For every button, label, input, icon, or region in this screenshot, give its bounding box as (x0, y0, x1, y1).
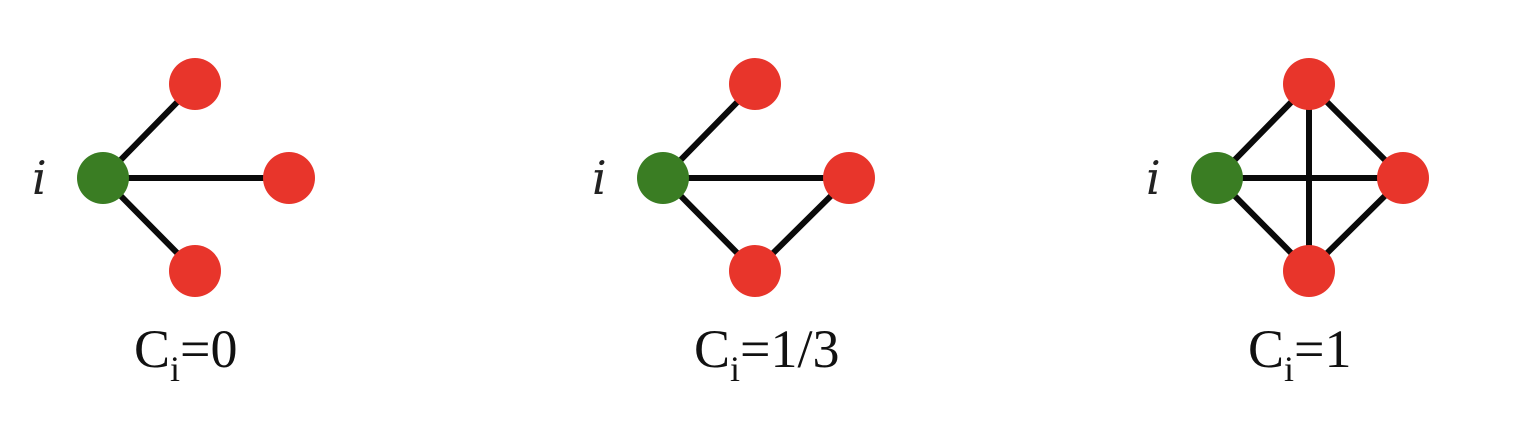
caption-value: =1 (1294, 319, 1351, 379)
caption-subscript: i (170, 349, 180, 389)
graph-complete: i Ci=1 (1146, 58, 1429, 389)
center-node-label: i (1146, 151, 1161, 205)
graph-one-triangle: i Ci=1/3 (592, 58, 875, 389)
center-node-label: i (592, 151, 607, 205)
graph-edges (660, 81, 852, 274)
neighbor-node-bottom (169, 245, 221, 297)
neighbor-node-right (1377, 152, 1429, 204)
graph-nodes (77, 58, 315, 297)
caption-subscript: i (1284, 349, 1294, 389)
neighbor-node-top (729, 58, 781, 110)
clustering-caption: Ci=1 (1248, 319, 1352, 389)
neighbor-node-right (823, 152, 875, 204)
graph-star: i Ci=0 (32, 58, 315, 389)
caption-c: C (694, 319, 730, 379)
graph-nodes (1191, 58, 1429, 297)
graph-nodes (637, 58, 875, 297)
neighbor-node-bottom (1283, 245, 1335, 297)
neighbor-node-top (169, 58, 221, 110)
caption-value: =1/3 (740, 319, 839, 379)
center-node-label: i (32, 151, 47, 205)
caption-subscript: i (730, 349, 740, 389)
clustering-caption: Ci=1/3 (694, 319, 840, 389)
caption-value: =0 (180, 319, 237, 379)
caption-c: C (1248, 319, 1284, 379)
graph-edges (100, 81, 292, 274)
center-node (637, 152, 689, 204)
neighbor-node-top (1283, 58, 1335, 110)
neighbor-node-bottom (729, 245, 781, 297)
center-node (1191, 152, 1243, 204)
center-node (77, 152, 129, 204)
neighbor-node-right (263, 152, 315, 204)
graph-edges (1214, 81, 1406, 274)
caption-c: C (134, 319, 170, 379)
clustering-caption: Ci=0 (134, 319, 238, 389)
